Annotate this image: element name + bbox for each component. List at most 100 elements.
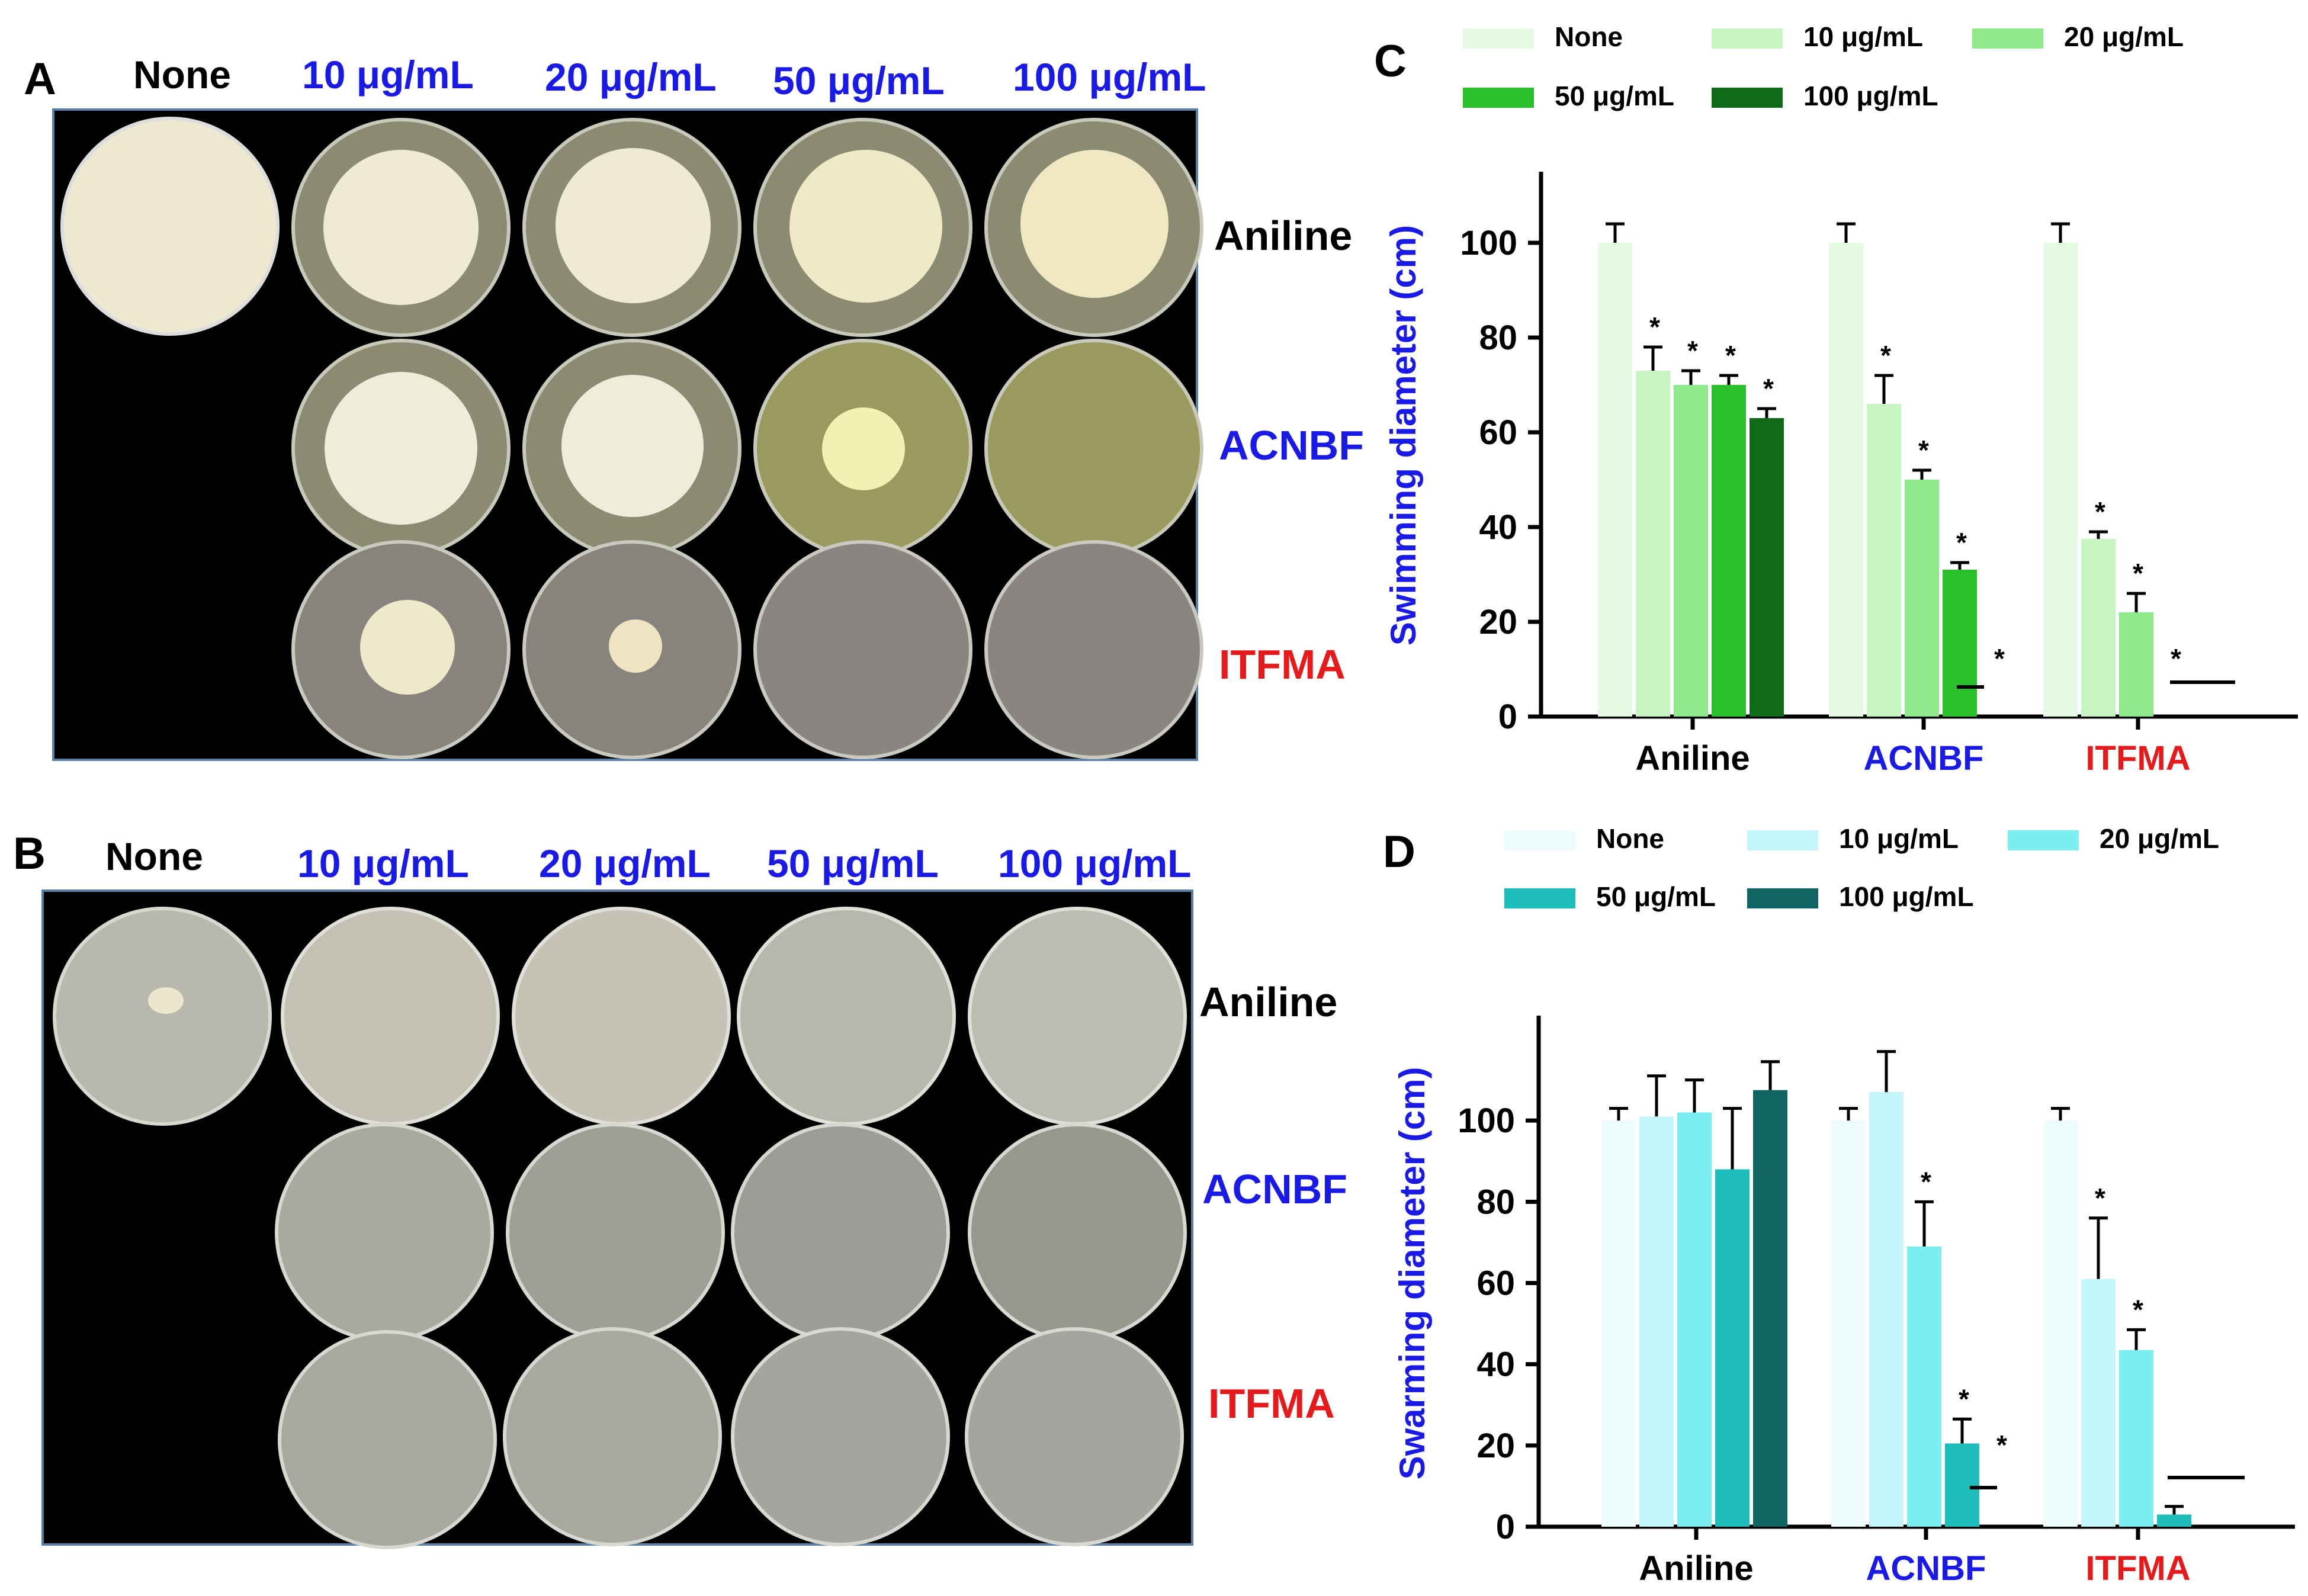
significance-star-1-4: * — [1994, 643, 2005, 674]
bar-2-3 — [2157, 1514, 2191, 1527]
colony-b-aniline-none — [148, 987, 184, 1014]
legend-label-2: 20 μg/mL — [2064, 21, 2184, 52]
colony-a-aniline-100 — [1020, 150, 1169, 298]
significance-star-2-2: * — [2133, 558, 2143, 589]
significance-star-0-4: * — [1763, 373, 1774, 404]
plate-a-acnbf-20 — [522, 339, 741, 558]
y-tick-label-0: 0 — [1498, 698, 1517, 736]
category-label-0: Aniline — [1635, 739, 1750, 778]
legend-swatch-2 — [2008, 830, 2079, 850]
y-tick-label-1: 20 — [1479, 603, 1517, 641]
legend-swatch-3 — [1463, 88, 1534, 108]
panel-a-letter: A — [24, 54, 56, 104]
category-label-0: Aniline — [1639, 1549, 1753, 1588]
y-tick-label-3: 60 — [1479, 413, 1517, 452]
significance-star-1-4: * — [1996, 1430, 2007, 1460]
panel-b-letter: B — [13, 828, 46, 879]
plate-b-itfma-10 — [278, 1330, 497, 1549]
bar-0-4 — [1750, 418, 1784, 717]
legend-swatch-2 — [1972, 28, 2043, 49]
colony-a-acnbf-10 — [325, 372, 477, 525]
plate-a-acnbf-10 — [291, 339, 511, 558]
significance-star-2-3: * — [2171, 643, 2181, 674]
bar-1-1 — [1869, 1092, 1903, 1527]
plate-b-aniline-100 — [968, 907, 1187, 1126]
y-tick-label-2: 40 — [1479, 508, 1517, 547]
chart-d: None 10 μg/mL 20 μg/mL 50 μg/mL 100 μg/mL 0 2… — [1392, 823, 2295, 1588]
panel-a-row-itfma: ITFMA — [1219, 641, 1346, 688]
bar-2-2 — [2119, 1350, 2153, 1527]
panel-a-col-20: 20 μg/mL — [545, 55, 717, 99]
chart-c-ylabel: Swimming diameter (cm) — [1383, 225, 1423, 646]
chart-d-legend: None 10 μg/mL 20 μg/mL 50 μg/mL 100 μg/mL — [1504, 823, 2219, 912]
significance-star-2-2: * — [2133, 1294, 2143, 1325]
bar-2-1 — [2081, 539, 2116, 717]
bar-2-0 — [2043, 1120, 2078, 1527]
panel-a-plate-photo — [52, 108, 1203, 761]
plate-a-itfma-50 — [753, 540, 972, 759]
y-tick-label-1: 20 — [1476, 1427, 1515, 1465]
significance-star-0-1: * — [1649, 312, 1660, 342]
plate-b-itfma-100 — [965, 1327, 1184, 1546]
plate-a-aniline-10 — [291, 118, 511, 337]
legend-label-1: 10 μg/mL — [1839, 823, 1959, 854]
legend-swatch-3 — [1504, 888, 1575, 908]
panel-b-col-none: None — [105, 834, 203, 878]
plate-a-acnbf-50 — [753, 339, 972, 558]
significance-star-1-3: * — [1956, 527, 1967, 558]
panel-b-row-aniline: Aniline — [1199, 979, 1338, 1025]
plate-a-aniline-100 — [984, 118, 1203, 337]
bar-1-3 — [1943, 570, 1977, 717]
category-label-1: ACNBF — [1864, 739, 1984, 778]
chart-c-plot: 0 20 40 60 80 100 Aniline * * * * ACNBF * * * * ITFMA * * * — [1460, 172, 2298, 778]
plate-a-aniline-50 — [753, 118, 972, 337]
colony-a-itfma-20 — [609, 619, 662, 673]
bar-0-1 — [1639, 1116, 1674, 1527]
bar-1-2 — [1907, 1246, 1941, 1527]
legend-label-4: 100 μg/mL — [1803, 81, 1938, 111]
significance-star-1-3: * — [1959, 1383, 1969, 1414]
y-tick-label-3: 60 — [1476, 1264, 1515, 1303]
y-tick-label-4: 80 — [1479, 319, 1517, 357]
bar-0-1 — [1636, 371, 1670, 717]
bar-0-2 — [1674, 385, 1708, 717]
significance-star-2-1: * — [2095, 496, 2105, 527]
y-tick-label-5: 100 — [1458, 1102, 1515, 1140]
significance-star-2-1: * — [2095, 1183, 2105, 1213]
plate-b-aniline-50 — [737, 907, 956, 1126]
panel-b-row-acnbf: ACNBF — [1202, 1166, 1347, 1212]
bar-2-0 — [2043, 243, 2078, 717]
colony-a-itfma-10 — [360, 600, 455, 695]
chart-d-ylabel: Swarming diameter (cm) — [1392, 1067, 1432, 1480]
plate-b-acnbf-10 — [275, 1123, 494, 1342]
legend-label-0: None — [1596, 823, 1664, 854]
significance-star-1-2: * — [1918, 435, 1929, 465]
plate-b-acnbf-20 — [506, 1123, 725, 1342]
panel-b-col-20: 20 μg/mL — [539, 842, 711, 885]
bar-0-0 — [1601, 1120, 1636, 1527]
significance-star-1-2: * — [1921, 1166, 1931, 1197]
significance-star-0-3: * — [1725, 340, 1736, 371]
panel-a-col-50: 50 μg/mL — [773, 59, 945, 102]
legend-swatch-1 — [1712, 28, 1783, 49]
chart-d-plot: 0 20 40 60 80 100 Aniline ACNBF * * * ITFMA * * — [1458, 1016, 2295, 1588]
panel-a-col-none: None — [133, 53, 231, 97]
category-label-1: ACNBF — [1866, 1549, 1986, 1588]
bar-2-1 — [2081, 1279, 2116, 1527]
colony-a-aniline-20 — [556, 148, 711, 303]
legend-swatch-4 — [1747, 888, 1818, 908]
legend-swatch-0 — [1504, 830, 1575, 850]
bar-0-2 — [1677, 1112, 1712, 1527]
y-tick-label-4: 80 — [1476, 1183, 1515, 1221]
legend-swatch-1 — [1747, 830, 1818, 850]
chart-d-letter: D — [1383, 827, 1415, 877]
legend-label-2: 20 μg/mL — [2100, 823, 2219, 854]
chart-c-legend: None 10 μg/mL 20 μg/mL 50 μg/mL 100 μg/mL — [1463, 21, 2184, 111]
panel-a-row-acnbf: ACNBF — [1219, 422, 1364, 468]
y-tick-label-0: 0 — [1496, 1508, 1515, 1546]
legend-label-3: 50 μg/mL — [1555, 81, 1674, 111]
chart-c: None 10 μg/mL 20 μg/mL 50 μg/mL 100 μg/mL 0 2… — [1383, 21, 2298, 778]
colony-a-aniline-50 — [789, 150, 942, 303]
legend-label-4: 100 μg/mL — [1839, 881, 1974, 912]
plate-a-aniline-20 — [522, 118, 741, 337]
